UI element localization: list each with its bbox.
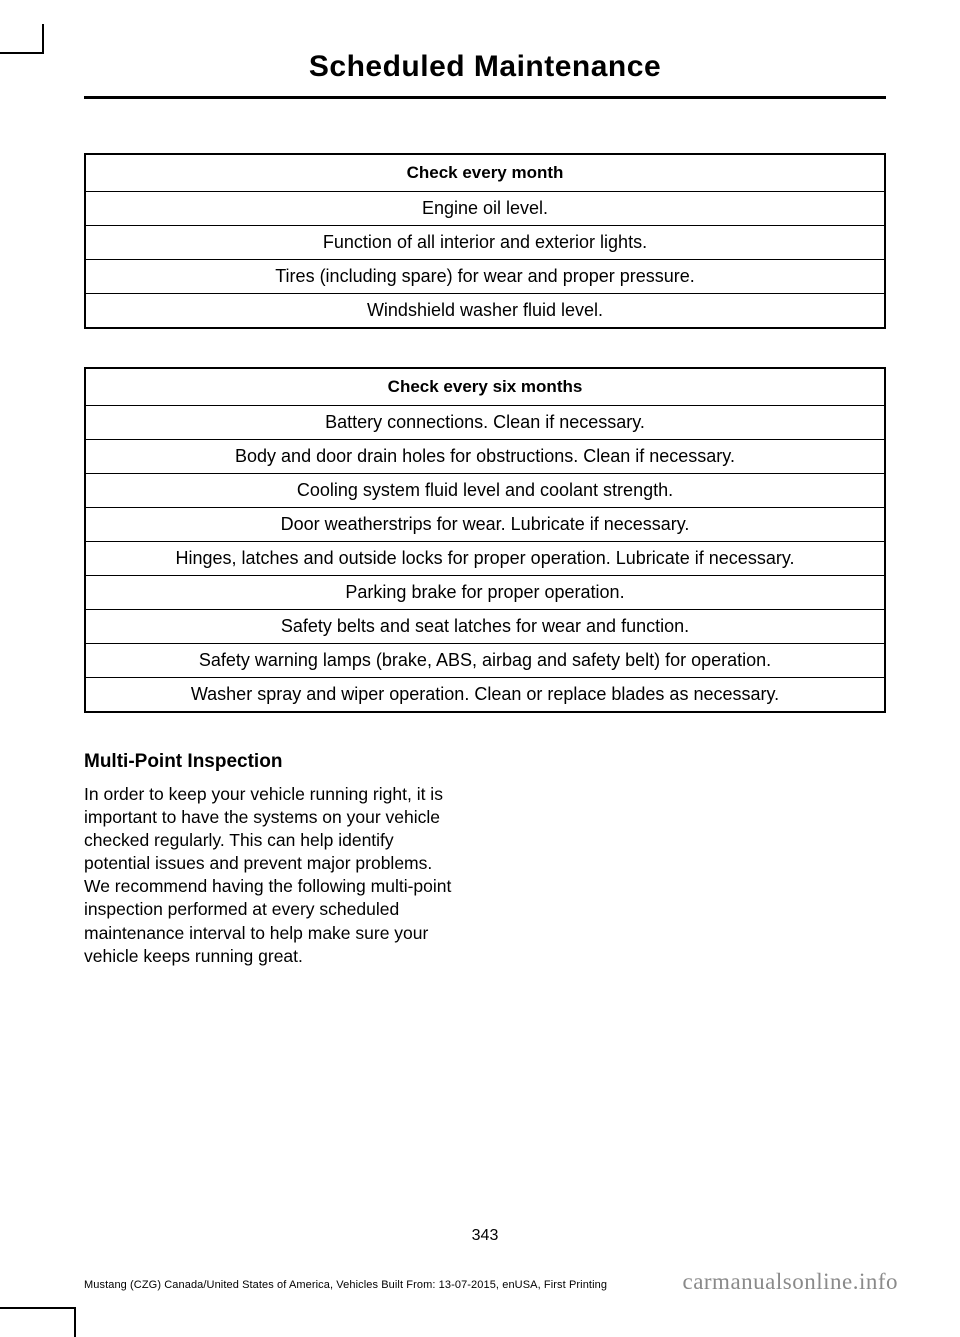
table1-row: Engine oil level. xyxy=(85,192,885,226)
table2-row: Washer spray and wiper operation. Clean … xyxy=(85,678,885,713)
table2-heading: Check every six months xyxy=(85,368,885,406)
crop-mark-top-left xyxy=(0,24,44,54)
table2-row: Safety warning lamps (brake, ABS, airbag… xyxy=(85,644,885,678)
table2-row: Safety belts and seat latches for wear a… xyxy=(85,610,885,644)
check-six-months-table: Check every six months Battery connectio… xyxy=(84,367,886,713)
crop-mark-bottom-left xyxy=(0,1307,76,1337)
table2-row: Parking brake for proper operation. xyxy=(85,576,885,610)
table2-row: Body and door drain holes for obstructio… xyxy=(85,440,885,474)
table2-row: Door weatherstrips for wear. Lubricate i… xyxy=(85,508,885,542)
check-monthly-table: Check every month Engine oil level. Func… xyxy=(84,153,886,329)
page-header: Scheduled Maintenance xyxy=(84,50,886,99)
page-content: Scheduled Maintenance Check every month … xyxy=(84,50,886,1297)
watermark: carmanualsonline.info xyxy=(682,1269,898,1295)
section-heading: Multi-Point Inspection xyxy=(84,751,886,773)
table1-row: Tires (including spare) for wear and pro… xyxy=(85,260,885,294)
footer-meta: Mustang (CZG) Canada/United States of Am… xyxy=(84,1279,607,1291)
table1-row: Function of all interior and exterior li… xyxy=(85,226,885,260)
table2-row: Hinges, latches and outside locks for pr… xyxy=(85,542,885,576)
page-number: 343 xyxy=(84,1227,886,1245)
table1-row: Windshield washer fluid level. xyxy=(85,294,885,329)
section-body: In order to keep your vehicle running ri… xyxy=(84,783,454,968)
page-title: Scheduled Maintenance xyxy=(84,50,886,84)
table2-row: Cooling system fluid level and coolant s… xyxy=(85,474,885,508)
table1-heading: Check every month xyxy=(85,154,885,192)
table2-row: Battery connections. Clean if necessary. xyxy=(85,406,885,440)
